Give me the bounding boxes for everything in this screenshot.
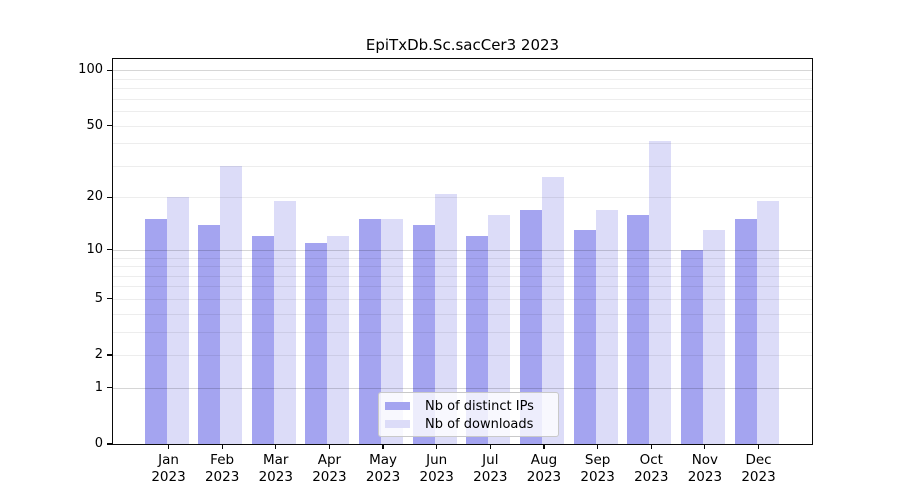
bar-downloads — [327, 236, 350, 444]
legend-item-distinct-ips: Nb of distinct IPs — [385, 397, 558, 415]
x-tick-label: Sep 2023 — [580, 452, 615, 485]
minor-gridline — [113, 125, 812, 127]
minor-gridline — [113, 165, 812, 167]
x-tick-mark — [328, 444, 330, 449]
minor-gridline — [113, 98, 812, 100]
y-tick-label: 20 — [86, 189, 103, 205]
y-tick-mark — [107, 196, 113, 198]
minor-gridline — [113, 286, 812, 288]
legend-label-distinct-ips: Nb of distinct IPs — [425, 398, 534, 414]
x-tick-mark — [436, 444, 438, 449]
minor-gridline — [113, 266, 812, 268]
major-gridline — [113, 249, 812, 251]
bar-downloads — [541, 177, 564, 444]
y-tick-label: 10 — [86, 241, 103, 257]
bar-downloads — [434, 193, 457, 444]
bar-downloads — [488, 214, 511, 444]
bar-downloads — [649, 141, 672, 444]
x-tick-label: Dec 2023 — [741, 452, 776, 485]
x-tick-mark — [275, 444, 277, 449]
bar-distinct-ips — [359, 219, 382, 444]
bar-distinct-ips — [144, 219, 167, 444]
bar-distinct-ips — [680, 249, 703, 444]
x-tick-label: Apr 2023 — [312, 452, 347, 485]
minor-gridline — [113, 331, 812, 333]
y-tick-label: 5 — [94, 290, 103, 306]
bar-distinct-ips — [573, 230, 596, 444]
x-tick-mark — [167, 444, 170, 449]
y-tick-mark — [107, 249, 113, 251]
y-tick-label: 100 — [78, 62, 103, 78]
x-tick-mark — [650, 444, 652, 449]
bar-distinct-ips — [734, 219, 757, 444]
minor-gridline — [113, 78, 812, 80]
x-tick-mark — [489, 444, 491, 449]
y-tick-mark — [107, 443, 113, 445]
bar-downloads — [595, 209, 618, 444]
x-tick-label: Jun 2023 — [419, 452, 454, 485]
y-tick-mark — [107, 298, 113, 300]
x-tick-mark — [704, 444, 706, 449]
major-gridline — [113, 387, 812, 389]
plot-area: Nb of distinct IPs Nb of downloads 0 1 2 5 1… — [78, 58, 813, 485]
minor-gridline — [113, 197, 812, 199]
minor-gridline — [113, 257, 812, 259]
x-tick-label: Jan 2023 — [151, 452, 186, 485]
bar-distinct-ips — [519, 209, 542, 444]
legend-swatch-downloads — [385, 420, 410, 428]
x-tick-mark — [543, 444, 545, 449]
y-tick-mark — [107, 387, 113, 389]
x-tick-label: Oct 2023 — [634, 452, 669, 485]
y-tick-label: 1 — [94, 379, 103, 395]
legend-item-downloads: Nb of downloads — [385, 415, 558, 433]
minor-gridline — [113, 143, 812, 145]
x-tick-mark — [221, 444, 223, 449]
legend-label-downloads: Nb of downloads — [425, 416, 534, 432]
y-tick-mark — [107, 124, 113, 127]
y-tick-mark — [107, 69, 113, 71]
x-tick-label: Aug 2023 — [526, 452, 562, 485]
bar-downloads — [381, 219, 404, 444]
x-tick-label: Jul 2023 — [473, 452, 508, 485]
x-tick-label: Mar 2023 — [258, 452, 293, 485]
bar-distinct-ips — [412, 224, 435, 444]
minor-gridline — [113, 275, 812, 277]
legend-swatch-distinct-ips — [385, 402, 410, 410]
minor-gridline — [113, 313, 812, 315]
legend: Nb of distinct IPs Nb of downloads — [378, 392, 559, 437]
bar-downloads — [166, 197, 189, 444]
minor-gridline — [113, 88, 812, 90]
bar-distinct-ips — [251, 236, 274, 444]
y-tick-label: 0 — [94, 436, 103, 451]
y-tick-mark — [107, 354, 113, 356]
bar-distinct-ips — [198, 224, 221, 444]
x-tick-mark — [597, 444, 599, 449]
chart-title: EpiTxDb.Sc.sacCer3 2023 — [365, 36, 560, 54]
x-tick-label: May 2023 — [365, 452, 401, 485]
y-tick-label: 2 — [94, 347, 103, 363]
bar-downloads — [702, 230, 725, 444]
x-tick-mark — [382, 444, 384, 449]
bar-downloads — [756, 201, 779, 444]
x-tick-label: Nov 2023 — [687, 452, 723, 485]
x-tick-label: Feb 2023 — [204, 452, 240, 485]
bar-distinct-ips — [305, 242, 328, 444]
bar-distinct-ips — [627, 214, 650, 444]
x-tick-mark — [757, 444, 760, 449]
y-tick-label: 50 — [86, 117, 103, 133]
minor-gridline — [113, 355, 812, 357]
bar-downloads — [273, 201, 296, 444]
bar-downloads — [220, 165, 243, 444]
major-gridline — [113, 70, 812, 72]
minor-gridline — [113, 298, 812, 300]
minor-gridline — [113, 111, 812, 113]
